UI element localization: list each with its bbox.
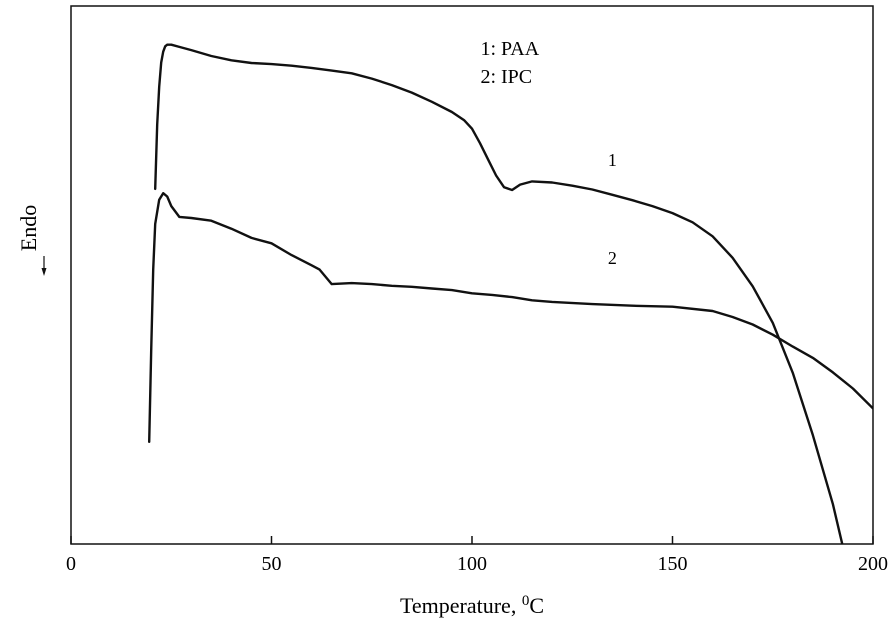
x-tick-label: 0 [66,553,76,575]
x-tick-label: 150 [658,553,688,575]
legend-num-1: 1: [480,38,496,60]
x-axis-title: Temperature, 0C [400,593,544,618]
x-axis-unit: C [529,593,544,618]
y-axis-title-group: Endo [16,205,47,276]
x-tick-label: 200 [858,553,888,575]
x-tick-label: 100 [457,553,487,575]
y-axis-title: Endo [16,205,41,251]
curve-label-2: 2 [608,248,617,268]
down-arrow-icon [41,268,47,276]
series-line-2 [147,191,873,443]
series-line-1 [153,43,844,544]
x-axis-unit-sup: 0 [522,593,530,609]
x-axis-title-text: Temperature, [400,593,522,618]
x-tick-label: 50 [262,553,282,575]
legend: 1: PAA 2: IPC [480,38,539,88]
legend-text-1: PAA [501,38,540,60]
curve-label-1: 1 [608,150,617,170]
plot-area [70,5,874,545]
curve-labels: 12 [608,150,617,268]
legend-num-2: 2: [480,66,496,88]
x-axis-ticks: 0 50 100 150 200 [66,536,888,575]
curves [147,43,873,544]
legend-text-2: IPC [501,66,532,88]
